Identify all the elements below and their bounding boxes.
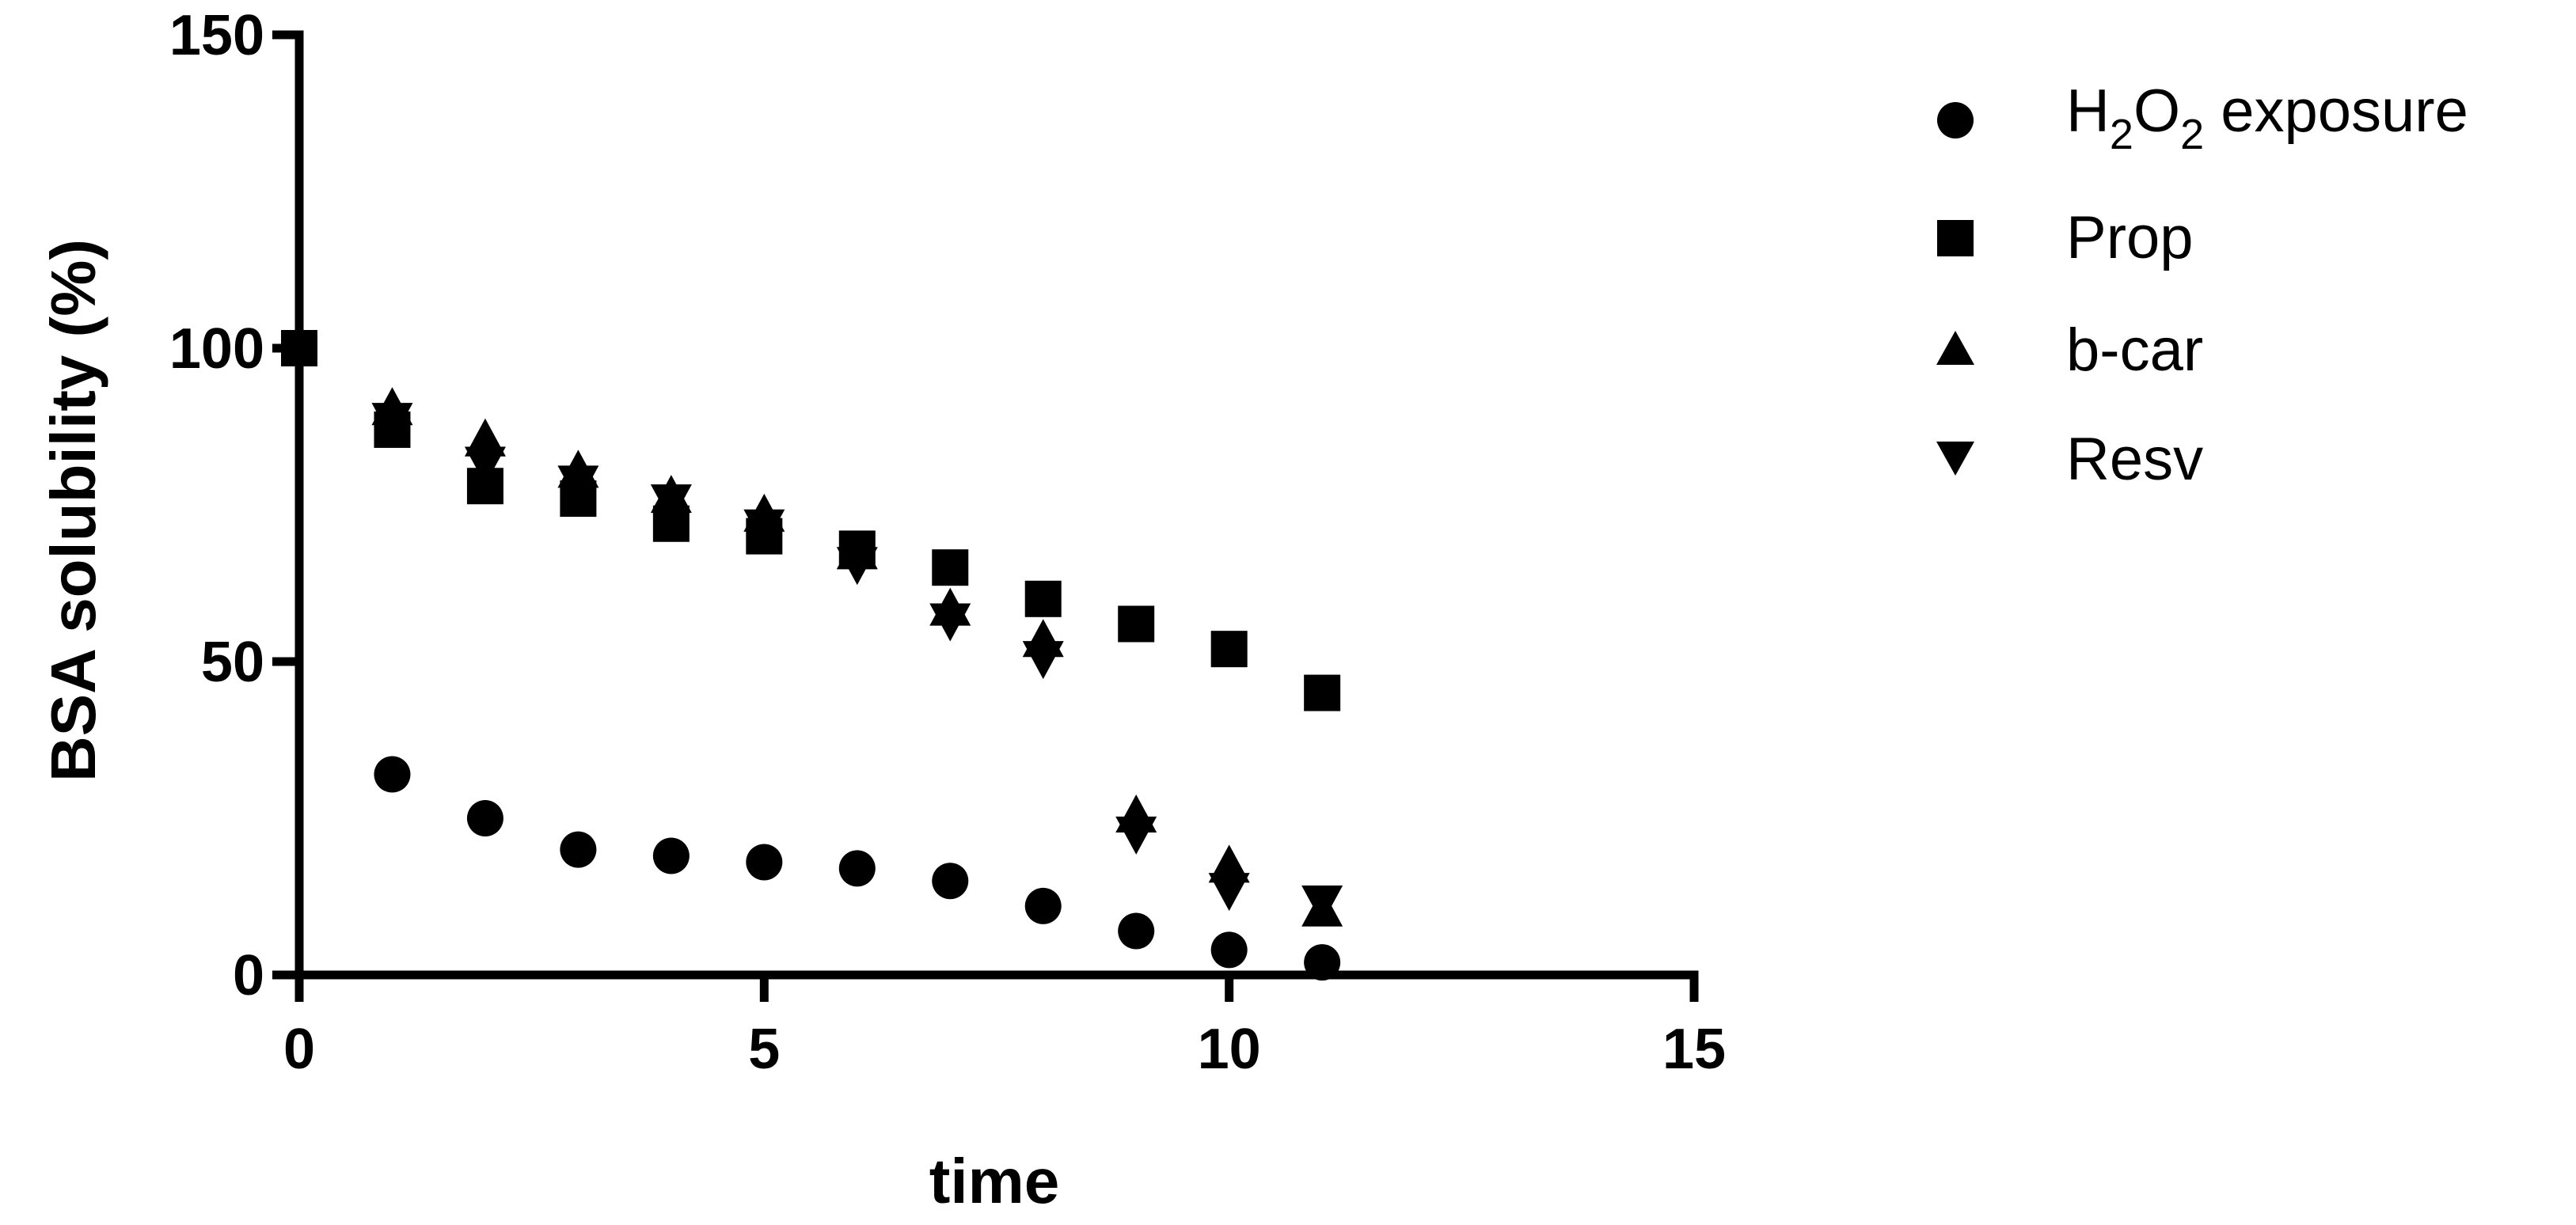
data-point-circle — [1118, 912, 1155, 950]
data-point-triangle-down — [1115, 816, 1157, 855]
data-point-circle — [746, 844, 783, 881]
x-axis-title: time — [929, 1146, 1060, 1216]
series-circle — [374, 756, 1341, 981]
legend-item-prop: Prop — [1937, 204, 2194, 271]
x-tick-label: 10 — [1198, 1018, 1261, 1081]
y-tick-label: 150 — [169, 4, 264, 67]
data-point-triangle-down — [557, 465, 599, 504]
data-point-circle — [932, 863, 969, 900]
x-tick-label: 0 — [283, 1018, 315, 1081]
series-triangle-up — [371, 387, 1343, 927]
y-axis-title: BSA solubility (%) — [38, 239, 108, 782]
data-point-triangle-down — [836, 547, 878, 586]
series-triangle-down — [371, 403, 1343, 923]
legend-label-h2o2: H2O2 exposure — [2066, 78, 2468, 158]
legend-marker-square — [1937, 220, 1974, 256]
data-point-square — [281, 330, 317, 366]
x-tick-label: 15 — [1662, 1018, 1726, 1081]
y-tick-label: 50 — [201, 631, 264, 694]
data-point-triangle-down — [929, 603, 971, 642]
data-point-circle — [1024, 887, 1062, 924]
data-point-circle — [374, 756, 411, 793]
data-point-circle — [652, 837, 690, 874]
legend: H2O2 exposure Prop b-car Resv — [1936, 78, 2468, 493]
legend-marker-triangle-up — [1936, 331, 1974, 365]
data-point-triangle-down — [464, 446, 506, 485]
y-tick-label: 0 — [233, 944, 264, 1007]
data-point-triangle-down — [650, 484, 692, 523]
legend-label-bcar: b-car — [2066, 317, 2203, 384]
legend-marker-circle — [1937, 102, 1974, 138]
x-tick-label: 5 — [748, 1018, 780, 1081]
data-point-square — [1024, 580, 1062, 617]
legend-label-resv: Resv — [2066, 426, 2203, 493]
legend-item-h2o2: H2O2 exposure — [1937, 78, 2468, 158]
data-point-triangle-down — [1301, 885, 1343, 923]
legend-label-prop: Prop — [2066, 204, 2194, 271]
data-point-circle — [838, 850, 876, 887]
legend-item-resv: Resv — [1936, 426, 2203, 493]
y-tick-label: 100 — [169, 317, 264, 381]
series-square — [281, 330, 1341, 711]
data-point-square — [1118, 605, 1155, 643]
data-point-circle — [560, 831, 597, 868]
data-point-triangle-down — [743, 509, 785, 548]
data-point-triangle-down — [1022, 641, 1064, 680]
data-point-circle — [1210, 931, 1248, 969]
chart-marks — [281, 330, 1343, 981]
legend-marker-triangle-down — [1936, 442, 1974, 476]
data-point-circle — [1304, 944, 1341, 981]
data-point-triangle-down — [371, 403, 413, 442]
data-point-triangle-down — [1208, 873, 1250, 912]
data-point-circle — [466, 800, 503, 836]
data-point-square — [932, 549, 969, 586]
data-point-square — [1210, 631, 1248, 668]
legend-item-bcar: b-car — [1936, 317, 2203, 384]
data-point-square — [1304, 674, 1341, 711]
